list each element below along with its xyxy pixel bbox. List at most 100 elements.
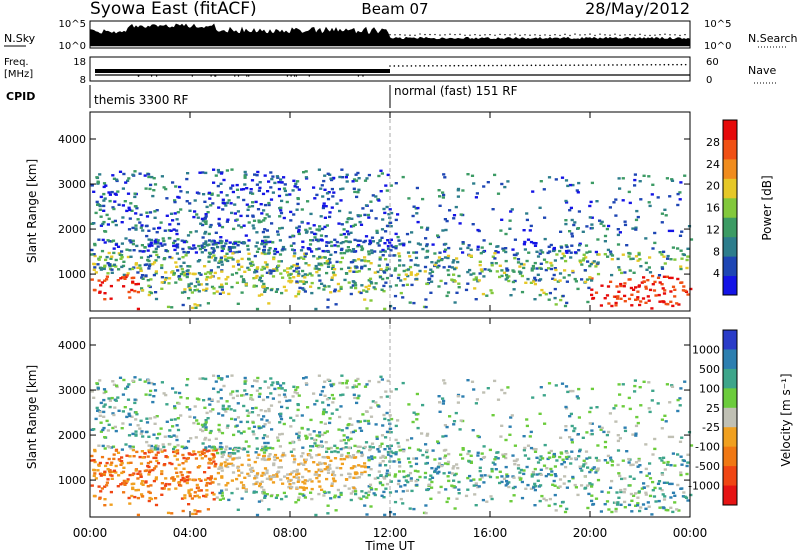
heatmap-cell: [132, 472, 136, 475]
heatmap-cell: [401, 296, 405, 299]
heatmap-cell: [506, 475, 510, 478]
heatmap-cell: [344, 382, 348, 385]
x-tick-label: 00:00: [73, 526, 108, 540]
heatmap-cell: [98, 204, 102, 208]
heatmap-cell: [327, 397, 331, 400]
heatmap-cell: [131, 473, 135, 477]
heatmap-cell: [97, 444, 101, 447]
heatmap-cell: [648, 410, 652, 414]
heatmap-cell: [138, 221, 142, 224]
heatmap-cell: [204, 478, 208, 481]
heatmap-cell: [333, 474, 337, 477]
heatmap-cell: [475, 192, 479, 195]
heatmap-cell: [617, 383, 621, 386]
heatmap-cell: [309, 239, 313, 242]
heatmap-cell: [538, 499, 542, 503]
heatmap-cell: [573, 277, 577, 281]
heatmap-cell: [172, 272, 176, 275]
heatmap-cell: [351, 430, 356, 434]
heatmap-cell: [198, 465, 202, 468]
heatmap-cell: [351, 260, 355, 264]
heatmap-cell: [356, 420, 360, 423]
heatmap-cell: [163, 484, 168, 487]
heatmap-cell: [622, 491, 626, 494]
heatmap-cell: [581, 230, 585, 233]
heatmap-cell: [610, 258, 614, 261]
heatmap-cell: [181, 270, 185, 274]
heatmap-cell: [461, 241, 465, 244]
heatmap-cell: [398, 243, 402, 246]
heatmap-cell: [310, 487, 314, 491]
heatmap-cell: [570, 218, 574, 222]
heatmap-cell: [251, 407, 255, 410]
heatmap-cell: [176, 238, 180, 241]
heatmap-cell: [153, 240, 157, 244]
heatmap-cell: [192, 215, 196, 219]
heatmap-cell: [219, 191, 223, 194]
heatmap-cell: [283, 183, 287, 186]
heatmap-cell: [266, 396, 270, 399]
heatmap-cell: [416, 242, 420, 245]
heatmap-cell: [534, 448, 538, 451]
heatmap-cell: [147, 381, 151, 385]
heatmap-cell: [308, 243, 313, 246]
heatmap-cell: [179, 478, 183, 482]
heatmap-cell: [136, 477, 140, 480]
nsearch-point: [609, 34, 611, 36]
heatmap-cell: [261, 436, 265, 440]
velocity-colorbar-tick: -100: [695, 441, 720, 454]
heatmap-cell: [202, 193, 206, 196]
heatmap-cell: [337, 289, 341, 293]
heatmap-cell: [240, 394, 244, 397]
heatmap-cell: [279, 384, 283, 387]
heatmap-cell: [533, 467, 537, 471]
heatmap-cell: [207, 260, 211, 263]
heatmap-cell: [333, 251, 338, 254]
heatmap-cell: [495, 451, 499, 454]
heatmap-cell: [616, 463, 620, 467]
heatmap-cell: [145, 469, 149, 472]
heatmap-cell: [133, 398, 137, 401]
heatmap-cell: [338, 175, 342, 179]
heatmap-cell: [547, 245, 551, 248]
heatmap-cell: [185, 397, 189, 400]
heatmap-cell: [231, 458, 235, 461]
heatmap-cell: [228, 447, 232, 450]
heatmap-cell: [619, 490, 623, 494]
heatmap-cell: [185, 240, 189, 244]
heatmap-cell: [539, 249, 543, 252]
nave-point: [137, 75, 140, 77]
heatmap-cell: [175, 458, 179, 461]
heatmap-cell: [469, 460, 473, 463]
heatmap-cell: [251, 224, 255, 227]
heatmap-cell: [217, 206, 221, 209]
heatmap-cell: [667, 229, 671, 233]
heatmap-cell: [340, 168, 344, 171]
heatmap-cell: [560, 463, 564, 466]
heatmap-cell: [280, 497, 284, 501]
heatmap-cell: [637, 457, 641, 461]
heatmap-cell: [207, 449, 211, 452]
heatmap-cell: [628, 201, 632, 205]
heatmap-cell: [158, 226, 162, 230]
heatmap-cell: [394, 490, 398, 493]
heatmap-cell: [661, 287, 665, 290]
heatmap-cell: [330, 206, 334, 209]
heatmap-cell: [129, 255, 133, 258]
heatmap-cell: [274, 496, 278, 499]
heatmap-cell: [562, 482, 566, 485]
heatmap-cell: [162, 392, 166, 395]
heatmap-cell: [504, 484, 508, 487]
heatmap-cell: [405, 489, 409, 492]
heatmap-cell: [481, 250, 485, 253]
heatmap-cell: [357, 496, 361, 500]
heatmap-cell: [105, 419, 109, 423]
heatmap-cell: [586, 300, 590, 304]
heatmap-cell: [253, 475, 258, 478]
heatmap-cell: [119, 463, 123, 466]
heatmap-cell: [154, 250, 158, 253]
heatmap-cell: [669, 496, 673, 499]
heatmap-cell: [505, 273, 509, 277]
heatmap-cell: [172, 244, 176, 248]
heatmap-cell: [578, 450, 582, 453]
